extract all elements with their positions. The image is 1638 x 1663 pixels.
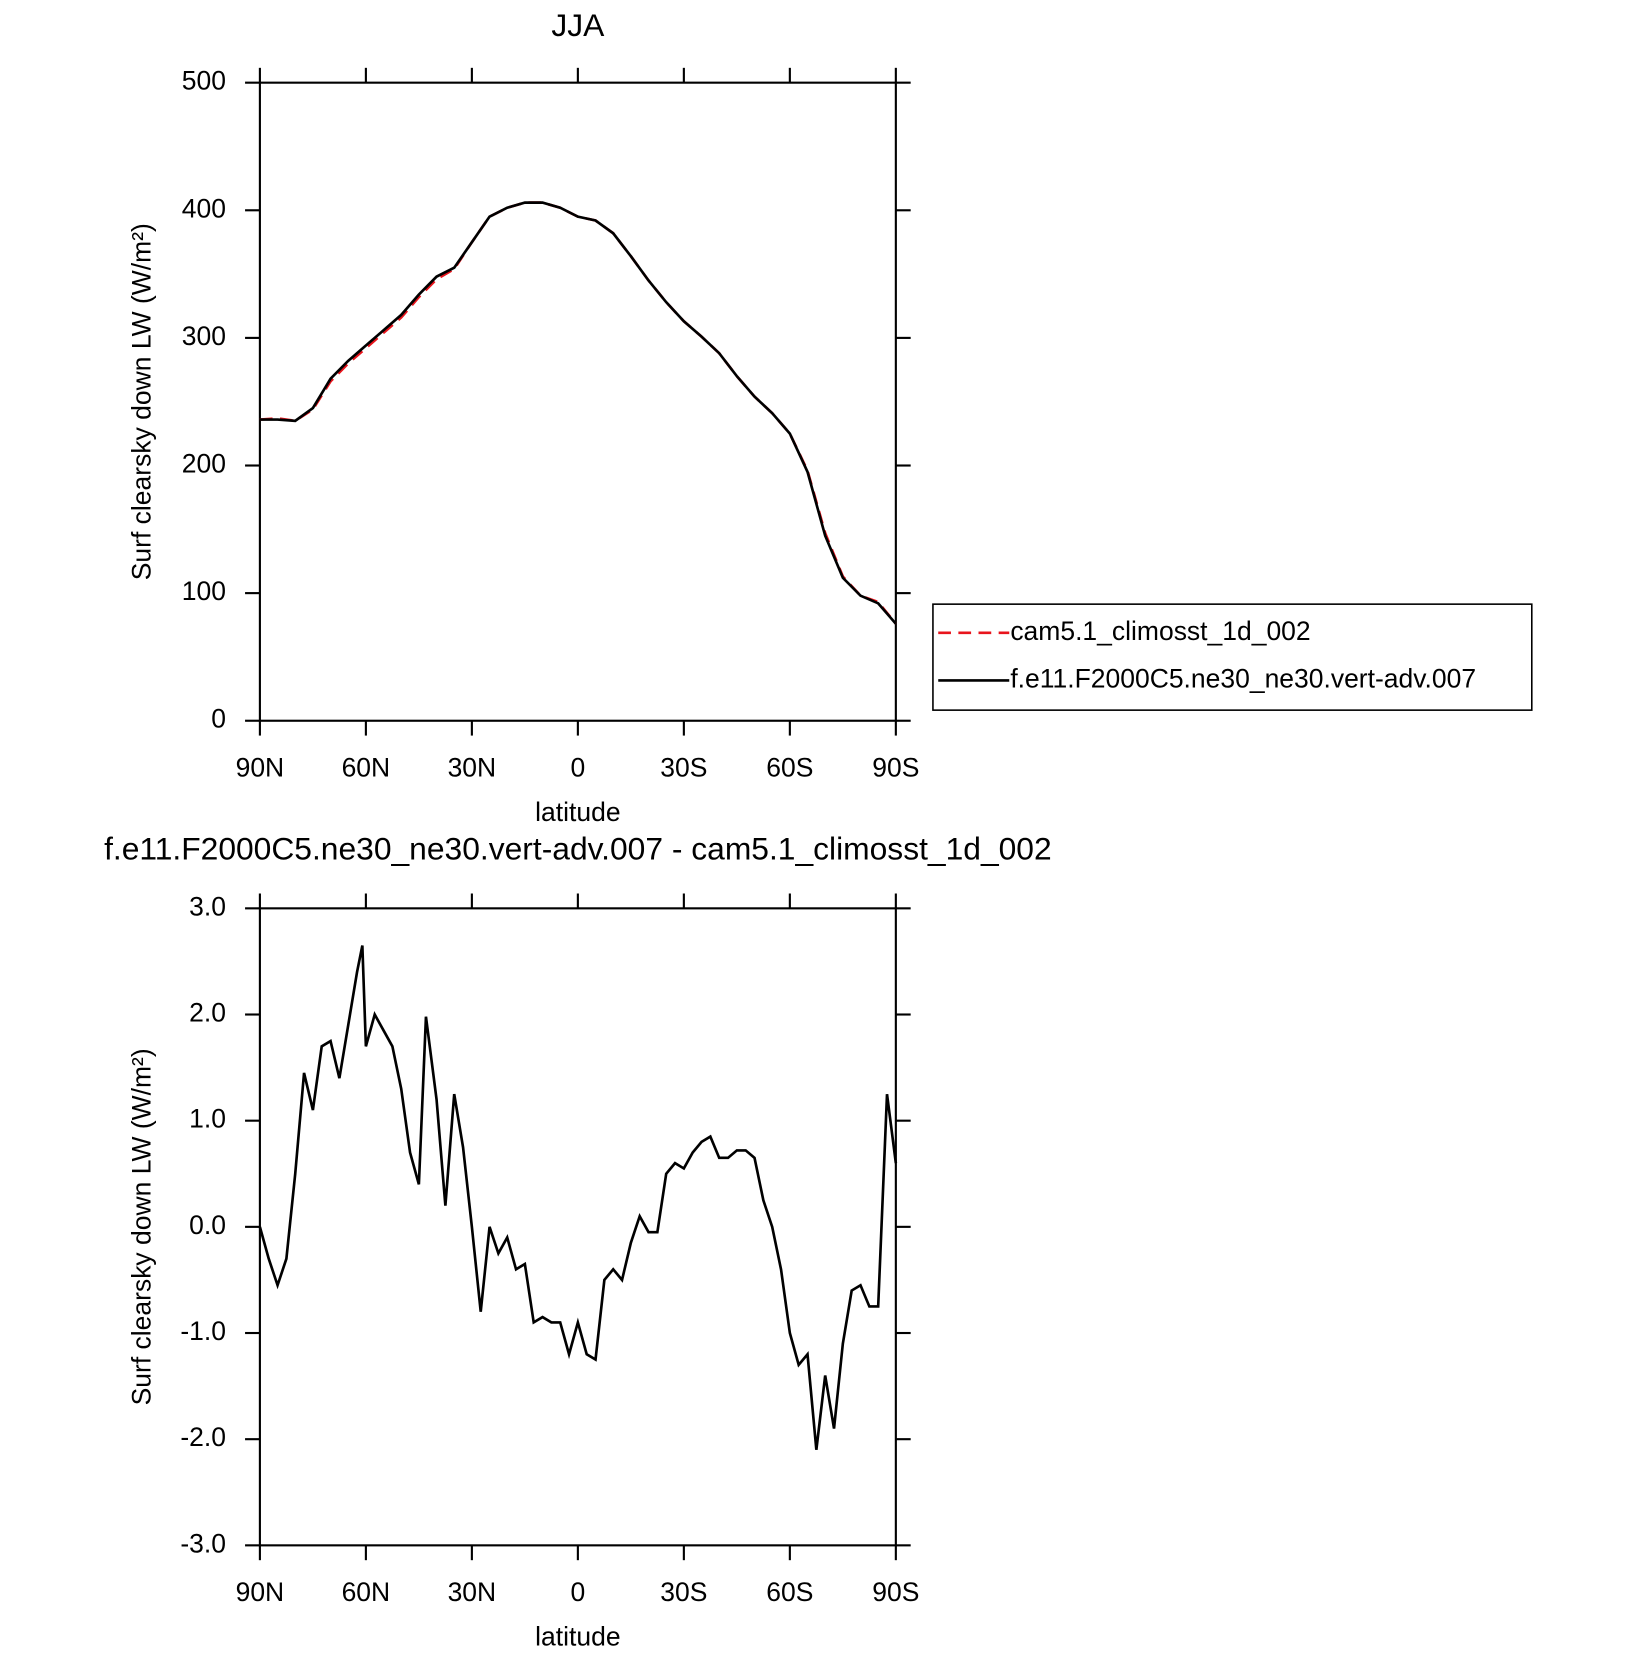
x-tick-label: 60S bbox=[766, 1577, 813, 1607]
data-line bbox=[258, 945, 898, 1450]
x-tick-label: 0 bbox=[571, 1577, 586, 1607]
y-tick-label: 100 bbox=[182, 576, 226, 606]
y-tick-label: 500 bbox=[182, 66, 226, 96]
x-tick-label: 0 bbox=[571, 752, 586, 782]
x-tick-label: 90S bbox=[872, 1577, 919, 1607]
x-tick-label: 60N bbox=[342, 1577, 391, 1607]
y-tick-label: 0 bbox=[211, 704, 226, 734]
data-line bbox=[259, 201, 897, 625]
y-axis-label: Surf clearsky down LW (W/m²) bbox=[126, 223, 156, 580]
x-tick-label: 60S bbox=[766, 752, 813, 782]
data-line bbox=[259, 201, 897, 625]
y-tick-label: 2.0 bbox=[189, 998, 226, 1028]
y-tick-label: -2.0 bbox=[180, 1422, 226, 1452]
x-tick-label: 30N bbox=[448, 752, 497, 782]
x-tick-label: 60N bbox=[342, 752, 391, 782]
plot-frame bbox=[258, 907, 897, 1547]
x-axis-label: latitude bbox=[535, 1622, 620, 1652]
y-tick-label: -1.0 bbox=[180, 1316, 226, 1346]
x-tick-label: 30S bbox=[660, 752, 707, 782]
x-tick-label: 90N bbox=[236, 752, 285, 782]
y-tick-label: 1.0 bbox=[189, 1104, 226, 1134]
chart-title: f.e11.F2000C5.ne30_ne30.vert-adv.007 - c… bbox=[104, 830, 1052, 866]
legend-label: f.e11.F2000C5.ne30_ne30.vert-adv.007 bbox=[1010, 663, 1476, 693]
y-tick-label: 400 bbox=[182, 193, 226, 223]
y-axis-label: Surf clearsky down LW (W/m²) bbox=[126, 1048, 156, 1405]
y-tick-label: 3.0 bbox=[189, 891, 226, 921]
x-tick-label: 90N bbox=[236, 1577, 285, 1607]
x-tick-label: 30N bbox=[448, 1577, 497, 1607]
y-tick-label: 300 bbox=[182, 321, 226, 351]
chart-title: JJA bbox=[551, 7, 605, 43]
x-axis-label: latitude bbox=[535, 797, 620, 827]
x-tick-label: 30S bbox=[660, 1577, 707, 1607]
y-tick-label: 0.0 bbox=[189, 1210, 226, 1240]
x-tick-label: 90S bbox=[872, 752, 919, 782]
legend-label: cam5.1_climosst_1d_002 bbox=[1010, 616, 1310, 646]
legend-box bbox=[932, 603, 1533, 711]
y-tick-label: 200 bbox=[182, 449, 226, 479]
y-tick-label: -3.0 bbox=[180, 1528, 226, 1558]
plot-frame bbox=[258, 81, 897, 722]
